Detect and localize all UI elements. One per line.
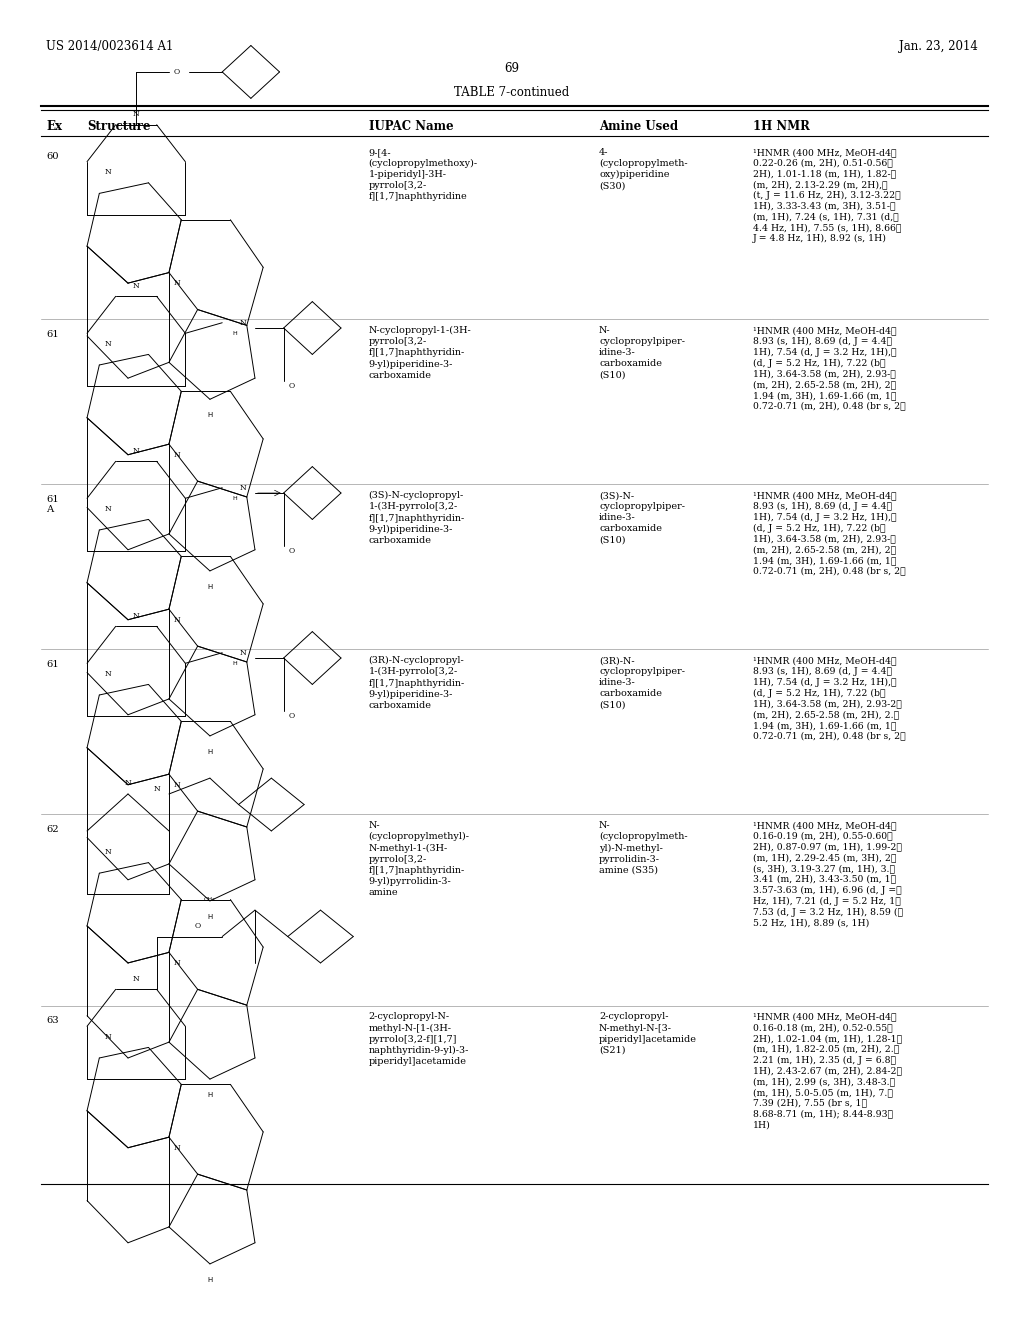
Text: N: N — [104, 168, 111, 177]
Text: N: N — [174, 1143, 180, 1152]
Text: N-
cyclopropylpiper-
idine-3-
carboxamide
(S10): N- cyclopropylpiper- idine-3- carboxamid… — [599, 326, 685, 379]
Text: 62: 62 — [46, 825, 58, 834]
Text: H: H — [207, 412, 213, 418]
Text: N: N — [133, 974, 139, 983]
Text: ¹HNMR (400 MHz, MeOH-d4⓷
0.22-0.26 (m, 2H), 0.51-0.56⓷
2H), 1.01-1.18 (m, 1H), 1: ¹HNMR (400 MHz, MeOH-d4⓷ 0.22-0.26 (m, 2… — [753, 148, 901, 243]
Text: Jan. 23, 2014: Jan. 23, 2014 — [899, 40, 978, 53]
Text: (3S)-N-
cyclopropylpiper-
idine-3-
carboxamide
(S10): (3S)-N- cyclopropylpiper- idine-3- carbo… — [599, 491, 685, 544]
Text: 61: 61 — [46, 660, 58, 669]
Text: N: N — [240, 648, 246, 657]
Text: (3R)-N-cyclopropyl-
1-(3H-pyrrolo[3,2-
f][1,7]naphthyridin-
9-yl)piperidine-3-
c: (3R)-N-cyclopropyl- 1-(3H-pyrrolo[3,2- f… — [369, 656, 465, 710]
Text: N: N — [154, 784, 160, 793]
Text: N: N — [104, 504, 111, 513]
Text: ¹HNMR (400 MHz, MeOH-d4⓷
8.93 (s, 1H), 8.69 (d, J = 4.4⓷
1H), 7.54 (d, J = 3.2 H: ¹HNMR (400 MHz, MeOH-d4⓷ 8.93 (s, 1H), 8… — [753, 326, 905, 411]
Text: N: N — [104, 1032, 111, 1041]
Text: N: N — [104, 669, 111, 678]
Text: H: H — [207, 1092, 213, 1098]
Text: IUPAC Name: IUPAC Name — [369, 120, 454, 133]
Text: N-cyclopropyl-1-(3H-
pyrrolo[3,2-
f][1,7]naphthyridin-
9-yl)piperidine-3-
carbox: N-cyclopropyl-1-(3H- pyrrolo[3,2- f][1,7… — [369, 326, 471, 380]
Text: 61
A: 61 A — [46, 495, 58, 515]
Text: N: N — [174, 780, 180, 789]
Text: N: N — [104, 847, 111, 857]
Text: 9-[4-
(cyclopropylmethoxy)-
1-piperidyl]-3H-
pyrrolo[3,2-
f][1,7]naphthyridine: 9-[4- (cyclopropylmethoxy)- 1-piperidyl]… — [369, 148, 478, 202]
Text: H: H — [232, 661, 237, 665]
Text: CH₃: CH₃ — [204, 898, 216, 902]
Text: H: H — [207, 748, 213, 755]
Text: H: H — [232, 496, 237, 500]
Text: ¹HNMR (400 MHz, MeOH-d4⓷
0.16-0.18 (m, 2H), 0.52-0.55⓷
2H), 1.02-1.04 (m, 1H), 1: ¹HNMR (400 MHz, MeOH-d4⓷ 0.16-0.18 (m, 2… — [753, 1012, 902, 1129]
Text: N-
(cyclopropylmethyl)-
N-methyl-1-(3H-
pyrrolo[3,2-
f][1,7]naphthyridin-
9-yl)p: N- (cyclopropylmethyl)- N-methyl-1-(3H- … — [369, 821, 470, 898]
Text: O: O — [289, 711, 295, 721]
Text: O: O — [195, 921, 201, 931]
Text: N-
(cyclopropylmeth-
yl)-N-methyl-
pyrrolidin-3-
amine (S35): N- (cyclopropylmeth- yl)-N-methyl- pyrro… — [599, 821, 688, 875]
Text: N: N — [133, 611, 139, 620]
Text: N: N — [240, 483, 246, 492]
Text: 61: 61 — [46, 330, 58, 339]
Text: O: O — [174, 67, 180, 77]
Text: 69: 69 — [505, 62, 519, 75]
Text: Structure: Structure — [87, 120, 151, 133]
Text: N: N — [104, 339, 111, 348]
Text: (3R)-N-
cyclopropylpiper-
idine-3-
carboxamide
(S10): (3R)-N- cyclopropylpiper- idine-3- carbo… — [599, 656, 685, 709]
Text: N: N — [174, 958, 180, 968]
Text: N: N — [174, 450, 180, 459]
Text: ¹HNMR (400 MHz, MeOH-d4⓷
8.93 (s, 1H), 8.69 (d, J = 4.4⓷
1H), 7.54 (d, J = 3.2 H: ¹HNMR (400 MHz, MeOH-d4⓷ 8.93 (s, 1H), 8… — [753, 491, 905, 576]
Text: 1H NMR: 1H NMR — [753, 120, 810, 133]
Text: N: N — [174, 279, 180, 288]
Text: N: N — [125, 779, 131, 788]
Text: N: N — [133, 446, 139, 455]
Text: US 2014/0023614 A1: US 2014/0023614 A1 — [46, 40, 173, 53]
Text: ¹HNMR (400 MHz, MeOH-d4⓷
8.93 (s, 1H), 8.69 (d, J = 4.4⓷
1H), 7.54 (d, J = 3.2 H: ¹HNMR (400 MHz, MeOH-d4⓷ 8.93 (s, 1H), 8… — [753, 656, 905, 741]
Text: 2-cyclopropyl-
N-methyl-N-[3-
piperidyl]acetamide
(S21): 2-cyclopropyl- N-methyl-N-[3- piperidyl]… — [599, 1012, 697, 1055]
Text: Amine Used: Amine Used — [599, 120, 678, 133]
Text: O: O — [289, 546, 295, 556]
Text: H: H — [232, 331, 237, 335]
Text: O: O — [289, 381, 295, 391]
Text: 4-
(cyclopropylmeth-
oxy)piperidine
(S30): 4- (cyclopropylmeth- oxy)piperidine (S30… — [599, 148, 688, 190]
Text: 60: 60 — [46, 152, 58, 161]
Text: N: N — [133, 110, 139, 119]
Text: N: N — [174, 615, 180, 624]
Text: N: N — [240, 318, 246, 327]
Text: H: H — [207, 583, 213, 590]
Text: ¹HNMR (400 MHz, MeOH-d4⓷
0.16-0.19 (m, 2H), 0.55-0.60⓷
2H), 0.87-0.97 (m, 1H), 1: ¹HNMR (400 MHz, MeOH-d4⓷ 0.16-0.19 (m, 2… — [753, 821, 902, 927]
Text: 2-cyclopropyl-N-
methyl-N-[1-(3H-
pyrrolo[3,2-f][1,7]
naphthyridin-9-yl)-3-
pipe: 2-cyclopropyl-N- methyl-N-[1-(3H- pyrrol… — [369, 1012, 469, 1067]
Text: H: H — [207, 913, 213, 920]
Text: N: N — [133, 281, 139, 290]
Text: Ex: Ex — [46, 120, 62, 133]
Text: 63: 63 — [46, 1016, 58, 1026]
Text: TABLE 7-continued: TABLE 7-continued — [455, 86, 569, 99]
Text: (3S)-N-cyclopropyl-
1-(3H-pyrrolo[3,2-
f][1,7]naphthyridin-
9-yl)piperidine-3-
c: (3S)-N-cyclopropyl- 1-(3H-pyrrolo[3,2- f… — [369, 491, 465, 545]
Text: H: H — [207, 1276, 213, 1283]
